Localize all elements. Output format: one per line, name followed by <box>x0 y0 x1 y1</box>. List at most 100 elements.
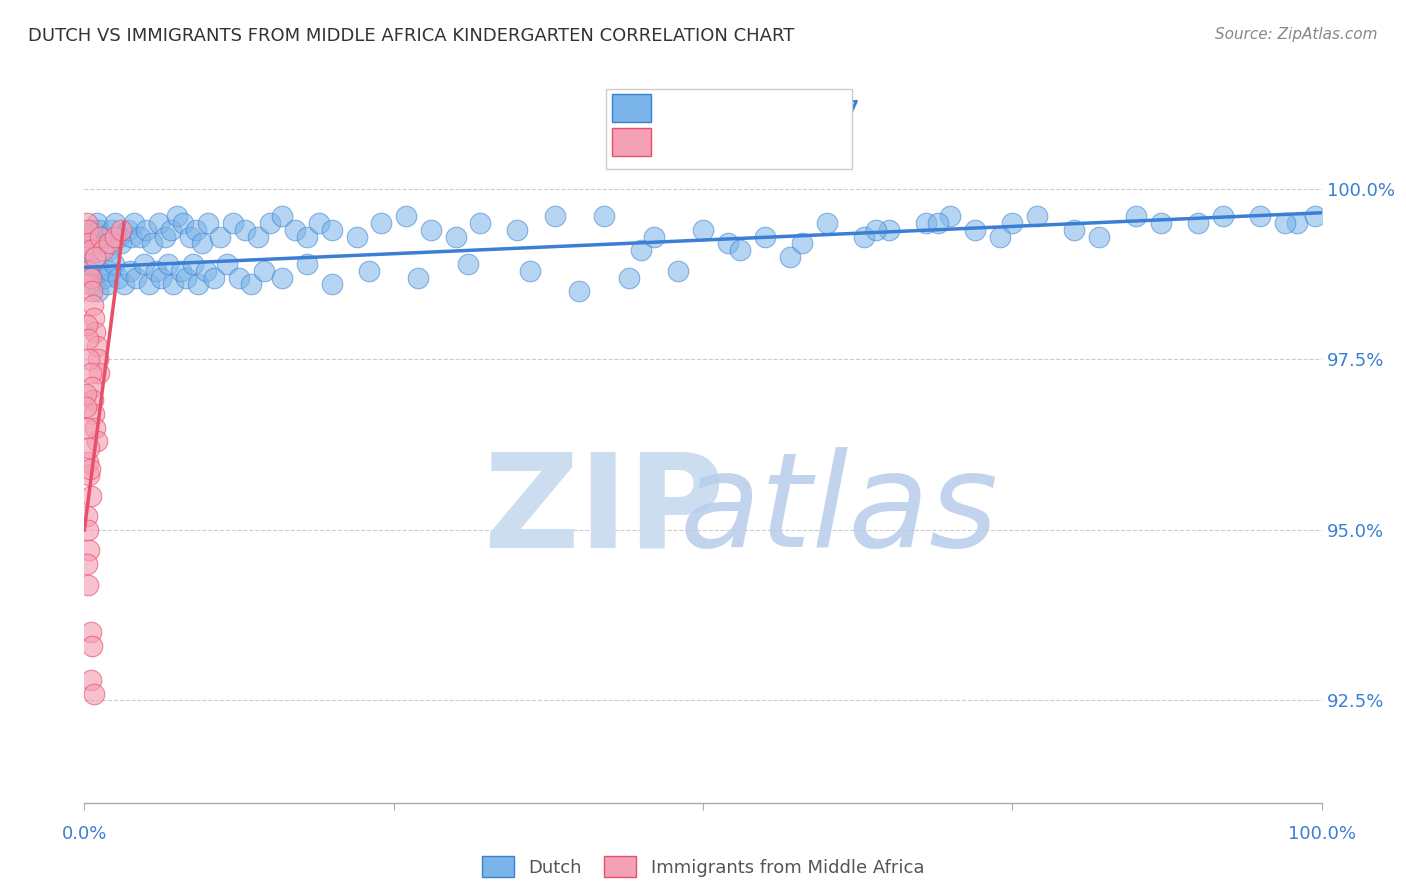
Point <box>89 264 111 278</box>
Point <box>1063 223 1085 237</box>
Point <box>89 229 111 244</box>
Point <box>271 270 294 285</box>
Point <box>457 257 479 271</box>
Point <box>89 223 111 237</box>
Point <box>233 223 256 237</box>
Point <box>76 216 98 230</box>
Point <box>76 420 98 434</box>
Text: 0.0%: 0.0% <box>62 825 107 843</box>
Point <box>77 264 100 278</box>
Point <box>543 209 565 223</box>
Point <box>96 236 118 251</box>
Point <box>253 264 276 278</box>
Point <box>284 223 307 237</box>
Point <box>79 543 101 558</box>
Point <box>75 229 97 244</box>
Point <box>84 325 107 339</box>
Point <box>120 229 142 244</box>
Point <box>643 229 665 244</box>
Point <box>86 339 108 353</box>
Point <box>1274 216 1296 230</box>
Point <box>179 229 201 244</box>
Text: Source: ZipAtlas.com: Source: ZipAtlas.com <box>1215 27 1378 42</box>
Point <box>104 229 127 244</box>
Point <box>1187 216 1209 230</box>
Point <box>77 523 100 537</box>
Point <box>82 223 104 237</box>
Point <box>112 277 135 292</box>
Point <box>103 257 125 271</box>
Point <box>76 557 98 571</box>
Point <box>181 257 204 271</box>
Point <box>77 244 100 258</box>
Point <box>91 229 114 244</box>
Point <box>240 277 263 292</box>
Point <box>790 236 813 251</box>
Point <box>228 270 250 285</box>
Point <box>408 270 430 285</box>
Point <box>395 209 418 223</box>
Point <box>197 216 219 230</box>
Point <box>157 257 180 271</box>
Point <box>162 277 184 292</box>
Point <box>370 216 392 230</box>
Point <box>728 244 751 258</box>
Point <box>75 400 97 414</box>
Point <box>170 264 193 278</box>
Point <box>76 264 98 278</box>
Point <box>79 489 101 503</box>
Point <box>295 229 318 244</box>
Point <box>86 216 108 230</box>
Point <box>321 277 343 292</box>
Point <box>815 216 838 230</box>
Point <box>79 461 101 475</box>
Point <box>150 270 173 285</box>
Point <box>754 229 776 244</box>
Point <box>80 380 103 394</box>
Point <box>97 277 120 292</box>
Point <box>76 318 98 333</box>
Point <box>852 229 875 244</box>
Point <box>914 216 936 230</box>
Point <box>470 216 492 230</box>
Point <box>1125 209 1147 223</box>
Point <box>153 229 176 244</box>
Point <box>87 352 110 367</box>
Point <box>77 332 100 346</box>
Point <box>202 270 225 285</box>
Point <box>1212 209 1234 223</box>
Point <box>1249 209 1271 223</box>
Point <box>419 223 441 237</box>
Point <box>259 216 281 230</box>
Point <box>1026 209 1049 223</box>
Point <box>93 270 115 285</box>
Point <box>568 284 591 298</box>
Point <box>877 223 900 237</box>
Point <box>108 229 131 244</box>
Point <box>83 687 105 701</box>
Point <box>160 223 183 237</box>
Point <box>75 386 97 401</box>
Point <box>76 509 98 524</box>
Point <box>506 223 529 237</box>
Point <box>110 223 132 237</box>
Point <box>246 229 269 244</box>
Point <box>89 366 111 380</box>
Point <box>82 639 104 653</box>
Point <box>617 270 640 285</box>
Point <box>215 257 238 271</box>
Text: R = 0.588   N = 117: R = 0.588 N = 117 <box>662 99 859 117</box>
Point <box>107 270 129 285</box>
Point <box>98 236 121 251</box>
Point <box>77 223 100 237</box>
Point <box>988 229 1011 244</box>
Point <box>1088 229 1111 244</box>
Point <box>927 216 949 230</box>
Point <box>194 264 217 278</box>
Point <box>98 264 121 278</box>
Point <box>141 236 163 251</box>
Point <box>77 455 100 469</box>
Point <box>79 277 101 292</box>
Point <box>692 223 714 237</box>
Point <box>965 223 987 237</box>
